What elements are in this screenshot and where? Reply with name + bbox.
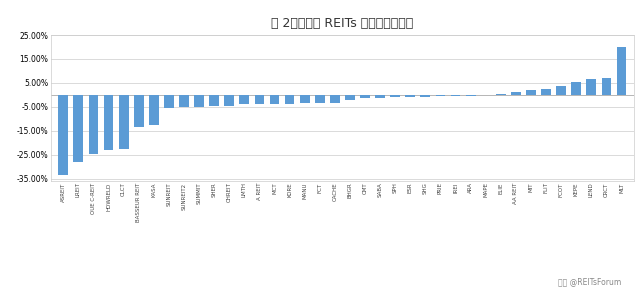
Bar [209,95,219,106]
Bar [602,78,611,95]
Bar [511,93,521,95]
Bar [572,82,581,95]
Bar [285,95,294,104]
Bar [451,95,460,96]
Bar [345,95,355,100]
Bar [405,95,415,97]
Bar [149,95,159,125]
Text: 头条 @REITsForum: 头条 @REITsForum [557,277,621,286]
Bar [586,79,596,95]
Bar [556,86,566,95]
Bar [360,95,370,98]
Bar [104,95,113,150]
Bar [88,95,99,154]
Bar [420,95,430,97]
Bar [134,95,143,127]
Bar [255,95,264,105]
Bar [164,95,174,108]
Title: 图 2：新加坡 REITs 发行折溢价统计: 图 2：新加坡 REITs 发行折溢价统计 [271,17,413,30]
Bar [269,95,280,104]
Bar [330,95,340,103]
Bar [225,95,234,106]
Bar [526,90,536,95]
Bar [239,95,249,105]
Bar [194,95,204,107]
Bar [375,95,385,98]
Bar [74,95,83,162]
Bar [496,94,506,95]
Bar [390,95,400,97]
Bar [118,95,129,149]
Bar [179,95,189,107]
Bar [616,47,627,95]
Bar [436,95,445,96]
Bar [315,95,324,103]
Bar [300,95,310,103]
Bar [58,95,68,175]
Bar [541,89,551,95]
